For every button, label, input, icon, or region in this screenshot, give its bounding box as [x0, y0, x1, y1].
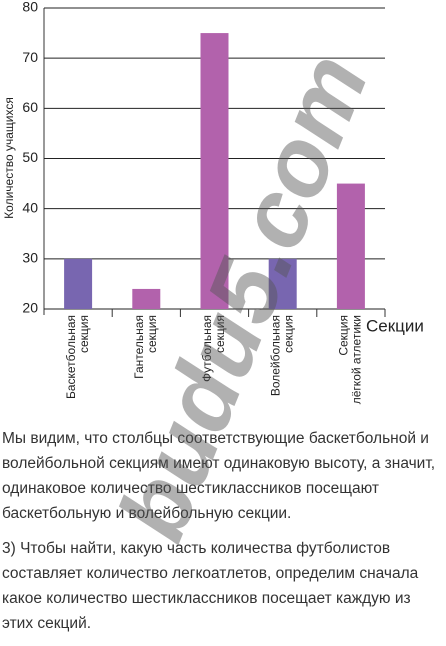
x-tick-label: секция: [281, 315, 295, 353]
x-axis-label: Секции: [366, 316, 424, 335]
y-tick-label: 20: [22, 300, 38, 316]
x-tick-label: Футбольная: [200, 315, 214, 382]
x-tick-label: секция: [77, 315, 91, 353]
y-tick-label: 60: [22, 99, 38, 115]
x-tick-label: Баскетбольная: [64, 315, 78, 399]
bar: [200, 33, 229, 309]
bar: [336, 183, 365, 309]
bar: [132, 288, 161, 309]
x-tick-label: секция: [213, 315, 227, 353]
paragraph: Мы видим, что столбцы соответствующие ба…: [2, 430, 436, 522]
y-axis-label: Количество учащихся: [2, 97, 16, 219]
x-tick-label: лёгкой атлетики: [350, 315, 364, 404]
text-block: Мы видим, что столбцы соответствующие ба…: [2, 426, 442, 646]
x-tick-label: Волейбольная: [268, 315, 282, 396]
x-tick-label: секция: [145, 315, 159, 353]
bar: [64, 258, 93, 309]
bar: [268, 258, 297, 309]
y-tick-label: 80: [22, 0, 38, 15]
y-tick-label: 30: [22, 250, 38, 266]
y-tick-label: 50: [22, 149, 38, 165]
paragraph: 3) Чтобы найти, какую часть количества ф…: [2, 540, 419, 632]
chart: Количество учащихся Секции 20 30 40 50 60 70 8…: [2, 0, 424, 404]
y-tick-label: 70: [22, 49, 38, 65]
x-tick-label: Гантельная: [132, 315, 146, 379]
x-tick-label: Секция: [337, 315, 351, 356]
y-tick-label: 40: [22, 199, 38, 215]
